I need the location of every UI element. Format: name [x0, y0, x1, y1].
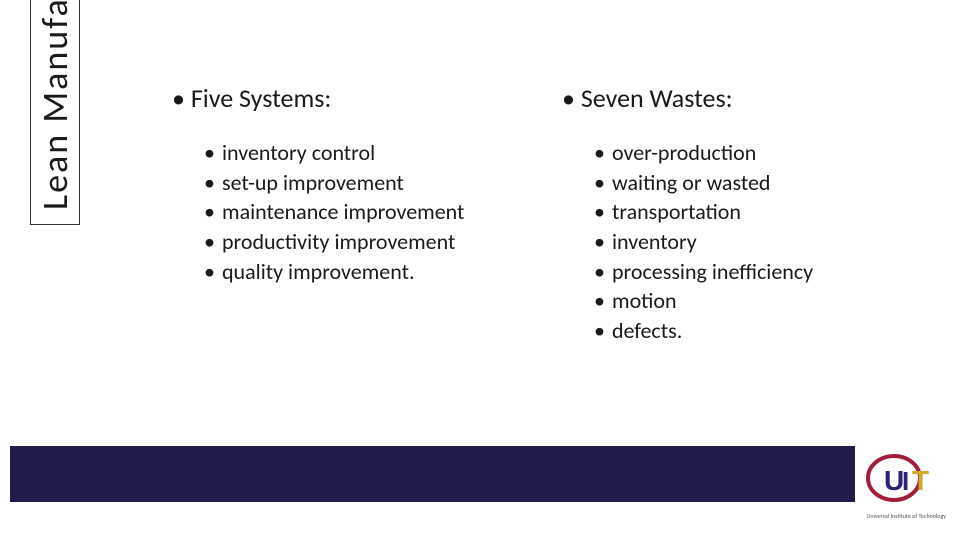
list-item: quality improvement.: [204, 257, 484, 287]
left-list: inventory control set-up improvement mai…: [160, 138, 550, 286]
list-item: motion: [594, 286, 874, 316]
list-item: inventory control: [204, 138, 484, 168]
list-item: over-production: [594, 138, 874, 168]
logo-icon: U I T: [864, 450, 942, 510]
list-item: transportation: [594, 197, 874, 227]
list-item: set-up improvement: [204, 168, 484, 198]
list-item: waiting or wasted: [594, 168, 874, 198]
left-column: Five Systems: inventory control set-up i…: [160, 82, 550, 346]
right-column: Seven Wastes: over-production waiting or…: [550, 82, 940, 346]
list-item: inventory: [594, 227, 874, 257]
svg-text:T: T: [912, 465, 929, 496]
logo-tagline: Universal Institute of Technology: [866, 512, 946, 520]
svg-text:I: I: [902, 466, 909, 496]
right-list: over-production waiting or wasted transp…: [550, 138, 940, 346]
list-item: productivity improvement: [204, 227, 484, 257]
sidebar-title: Lean Manufacturing: [30, 0, 80, 225]
right-heading: Seven Wastes:: [550, 82, 940, 114]
left-heading: Five Systems:: [160, 82, 550, 114]
slide-container: Lean Manufacturing Five Systems: invento…: [0, 0, 960, 540]
list-item: defects.: [594, 316, 874, 346]
footer-bar: [10, 446, 855, 502]
list-item: maintenance improvement: [204, 197, 484, 227]
list-item: processing inefficiency: [594, 257, 874, 287]
content-area: Five Systems: inventory control set-up i…: [160, 82, 940, 346]
